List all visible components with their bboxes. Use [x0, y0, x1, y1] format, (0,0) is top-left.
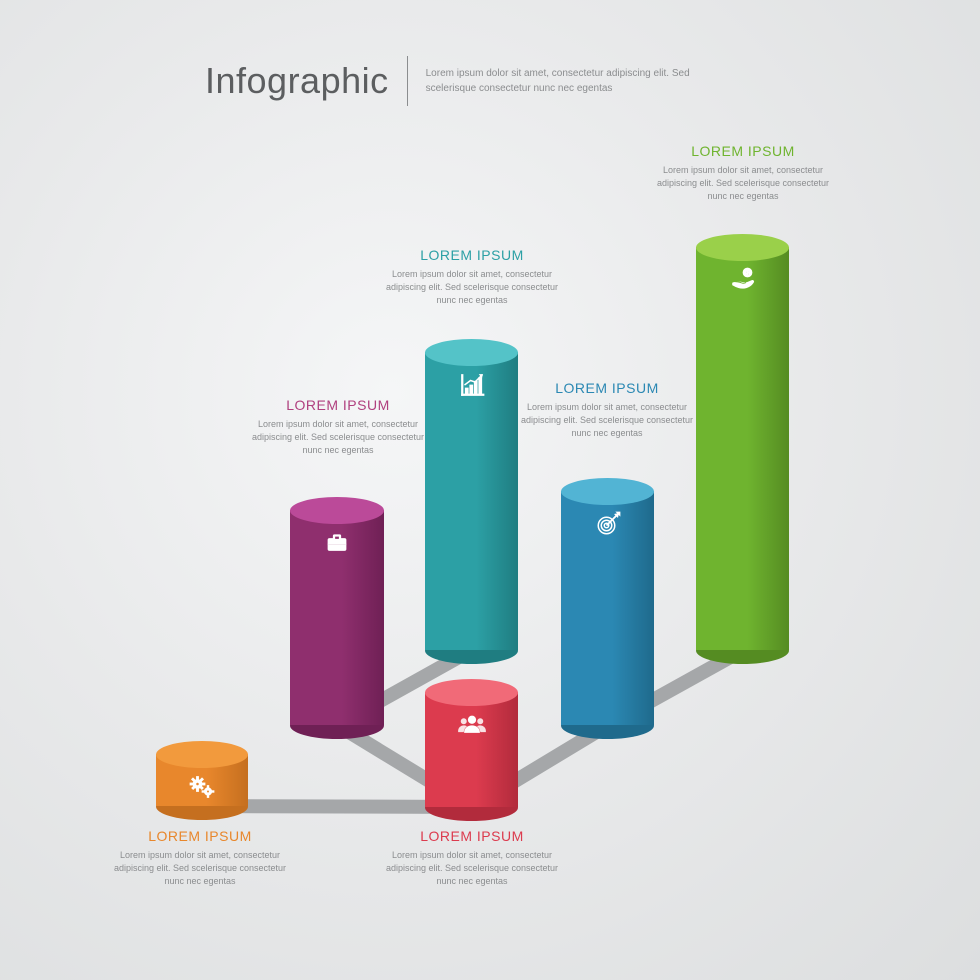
label-desc: Lorem ipsum dolor sit amet, consectetur …: [377, 849, 567, 888]
cylinder-c4: [425, 352, 518, 664]
cylinder-top: [156, 741, 248, 768]
chart-icon: [454, 367, 490, 403]
label-c3: LOREM IPSUM Lorem ipsum dolor sit amet, c…: [377, 828, 567, 888]
label-desc: Lorem ipsum dolor sit amet, consectetur …: [105, 849, 295, 888]
people-icon: [454, 707, 490, 743]
label-desc: Lorem ipsum dolor sit amet, consectetur …: [648, 164, 838, 203]
briefcase-icon: [319, 525, 355, 561]
cylinder-c1: [156, 754, 248, 820]
label-title: LOREM IPSUM: [648, 143, 838, 159]
cylinder-top: [290, 497, 384, 524]
label-c2: LOREM IPSUM Lorem ipsum dolor sit amet, c…: [243, 397, 433, 457]
label-c5: LOREM IPSUM Lorem ipsum dolor sit amet, c…: [512, 380, 702, 440]
label-title: LOREM IPSUM: [377, 247, 567, 263]
cylinder-c2: [290, 510, 384, 739]
svg-text:$: $: [745, 270, 749, 277]
infographic-stage: LOREM IPSUM Lorem ipsum dolor sit amet, c…: [0, 0, 980, 980]
label-desc: Lorem ipsum dolor sit amet, consectetur …: [512, 401, 702, 440]
label-desc: Lorem ipsum dolor sit amet, consectetur …: [377, 268, 567, 307]
money-icon: $: [725, 262, 761, 298]
cylinder-c3: [425, 692, 518, 821]
cylinder-top: [425, 679, 518, 706]
cylinder-top: [696, 234, 789, 261]
cylinder-c6: $: [696, 247, 789, 664]
label-desc: Lorem ipsum dolor sit amet, consectetur …: [243, 418, 433, 457]
cylinder-top: [425, 339, 518, 366]
cylinder-top: [561, 478, 654, 505]
label-title: LOREM IPSUM: [105, 828, 295, 844]
label-title: LOREM IPSUM: [243, 397, 433, 413]
label-c1: LOREM IPSUM Lorem ipsum dolor sit amet, c…: [105, 828, 295, 888]
label-c6: LOREM IPSUM Lorem ipsum dolor sit amet, c…: [648, 143, 838, 203]
label-title: LOREM IPSUM: [512, 380, 702, 396]
gears-icon: [184, 769, 220, 805]
target-icon: [590, 506, 626, 542]
cylinder-c5: [561, 491, 654, 739]
cylinder-body: [696, 247, 789, 650]
label-title: LOREM IPSUM: [377, 828, 567, 844]
label-c4: LOREM IPSUM Lorem ipsum dolor sit amet, c…: [377, 247, 567, 307]
